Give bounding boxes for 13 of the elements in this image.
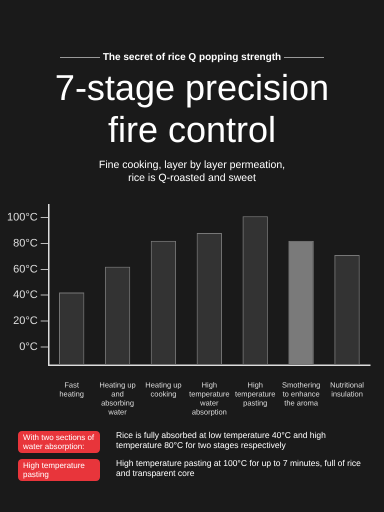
y-tick-label: 60°C	[13, 263, 38, 276]
y-tick-label: 20°C	[13, 315, 38, 328]
text: The secret of rice Q popping strength	[102, 52, 282, 63]
y-tick-label: 80°C	[13, 237, 38, 250]
y-tick-label: 0°C	[19, 340, 38, 353]
y-tick-label: 40°C	[13, 289, 38, 302]
chart-title: 7-stage precision fire control	[54, 67, 330, 151]
text: High temperature pasting	[18, 459, 100, 481]
text: High temperature pasting at 100°C for up to 7 minutes, full of rice and transparent core	[116, 458, 362, 478]
text: Rice is fully absorbed at low temperature 40°C and high temperature 80°C for two stages respectively	[116, 430, 327, 450]
y-tick-label: 100°C	[6, 212, 38, 224]
text: With two sections of water absorption:	[18, 431, 100, 453]
chart-subtitle: Fine cooking, layer by layer permeation, rice is Q-roasted and sweet	[98, 159, 286, 185]
